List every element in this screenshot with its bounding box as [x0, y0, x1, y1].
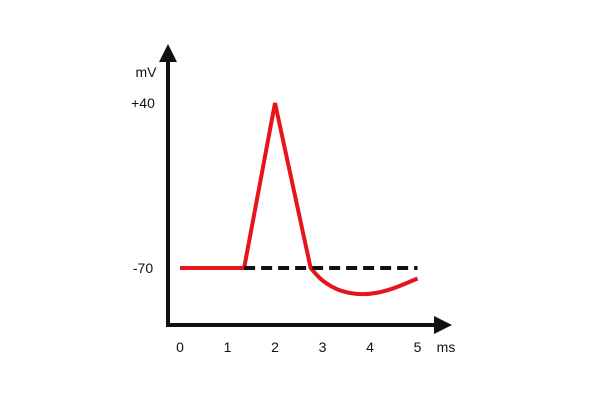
x-tick-label: 4 [366, 339, 374, 355]
y-axis-label: mV [136, 64, 158, 80]
y-axis-arrow-icon [159, 44, 177, 62]
action-potential-series-line [180, 102, 419, 297]
axes-layer [159, 44, 452, 334]
x-tick-label: 0 [176, 339, 184, 355]
x-axis-arrow-icon [434, 316, 452, 334]
y-tick-label: -70 [133, 260, 153, 276]
x-axis-label: ms [437, 339, 456, 355]
x-tick-label: 1 [224, 339, 232, 355]
x-tick-label: 2 [271, 339, 279, 355]
x-tick-label: 3 [319, 339, 327, 355]
series-layer [180, 102, 419, 297]
x-tick-label: 5 [414, 339, 422, 355]
labels-layer: mV ms +40 -70 0 1 2 3 4 5 [131, 64, 455, 355]
y-tick-label: +40 [131, 95, 155, 111]
